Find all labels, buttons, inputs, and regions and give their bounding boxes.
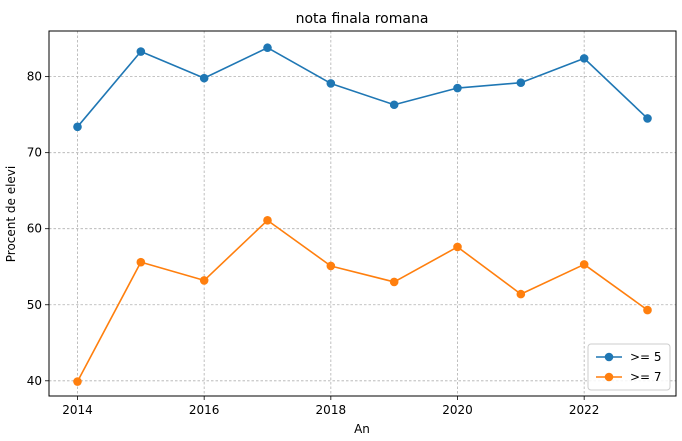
x-tick-label: 2014 (62, 403, 93, 417)
grid (49, 31, 676, 396)
data-point (326, 261, 336, 271)
data-point (643, 114, 652, 123)
legend-label: >= 5 (630, 350, 662, 364)
legend-label: >= 7 (630, 370, 662, 384)
legend: >= 5 >= 7 (587, 343, 671, 391)
data-point (643, 305, 652, 315)
data-point (136, 257, 146, 267)
y-tick-label: 80 (27, 70, 42, 84)
chart-title: nota finala romana (296, 11, 429, 27)
data-point (579, 54, 589, 63)
x-axis-label: An (354, 422, 370, 436)
y-axis-label: Procent de elevi (4, 166, 18, 263)
data-point (199, 276, 209, 285)
data-point (73, 122, 82, 132)
series-1 (73, 43, 652, 132)
legend-item: >= 5 (596, 350, 662, 364)
y-tick-label: 40 (27, 374, 42, 388)
x-tick-label: 2020 (442, 403, 473, 417)
data-point (199, 73, 209, 83)
x-tick-label: 2018 (316, 403, 347, 417)
legend-marker (604, 352, 614, 362)
data-point (453, 242, 462, 252)
data-point (579, 260, 589, 269)
series-layer (73, 43, 652, 386)
x-axis: 2014 2016 2018 2020 2022 (62, 396, 599, 417)
data-point (263, 43, 272, 53)
series-line (76, 46, 649, 128)
series-line (76, 219, 648, 382)
data-point (326, 79, 336, 88)
data-point (389, 277, 399, 287)
data-point (516, 289, 526, 299)
series-2 (73, 216, 652, 386)
y-tick-label: 70 (27, 146, 42, 160)
plot-frame (48, 30, 677, 397)
y-tick-label: 50 (27, 298, 42, 312)
y-tick-label: 60 (27, 222, 42, 236)
y-axis: 40 50 60 70 80 (27, 70, 49, 388)
data-point (136, 47, 146, 56)
legend-marker (604, 372, 614, 382)
data-point (389, 100, 399, 110)
data-point (453, 83, 462, 93)
data-point (263, 216, 272, 225)
data-point (73, 377, 82, 386)
legend-item: >= 7 (596, 370, 662, 384)
data-point (516, 78, 526, 88)
x-tick-label: 2022 (569, 403, 600, 417)
x-tick-label: 2016 (189, 403, 220, 417)
